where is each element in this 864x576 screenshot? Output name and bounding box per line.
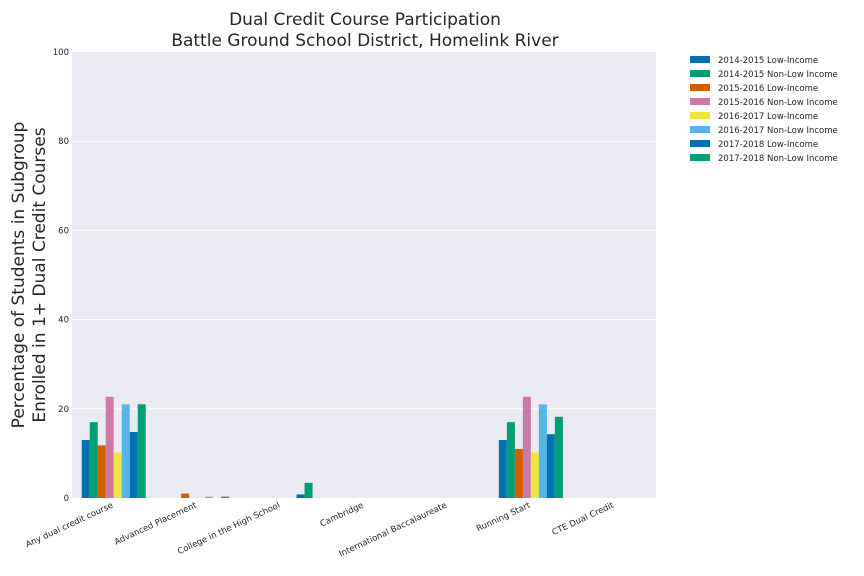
bar [538, 404, 547, 498]
legend-swatch [690, 84, 710, 91]
y-tick-label: 80 [58, 137, 69, 147]
bar [554, 416, 563, 498]
legend-label: 2017-2018 Non-Low Income [718, 154, 838, 164]
bar [506, 422, 515, 498]
legend-swatch [690, 56, 710, 63]
legend-label: 2015-2016 Non-Low Income [718, 98, 838, 108]
gridlines [72, 140, 656, 410]
bar [81, 440, 90, 498]
bar [113, 452, 122, 498]
bar [89, 422, 98, 498]
y-axis-label-line1: Percentage of Students in Subgroup [9, 122, 29, 429]
legend-swatch [690, 70, 710, 77]
plot-area [72, 52, 656, 498]
legend-swatch [690, 126, 710, 133]
bar [296, 494, 305, 498]
y-tick-label: 0 [64, 494, 69, 504]
bar [121, 404, 130, 498]
y-tick-labels: 0 20 40 60 80 100 [53, 48, 69, 504]
legend-label: 2014-2015 Non-Low Income [718, 70, 838, 80]
legend-swatch [690, 154, 710, 161]
bar [205, 496, 214, 498]
y-tick-label: 100 [53, 48, 69, 58]
bar [304, 482, 313, 498]
x-tick-label: Cambridge [319, 501, 366, 530]
chart-title-line1: Dual Credit Course Participation [229, 10, 501, 30]
legend-label: 2016-2017 Low-Income [718, 112, 818, 122]
x-tick-label: Running Start [475, 500, 533, 534]
bar [97, 445, 106, 498]
bar [137, 404, 146, 498]
bars [81, 396, 563, 498]
x-tick-label: Any dual credit course [24, 501, 115, 550]
chart-title-line2: Battle Ground School District, Homelink … [171, 31, 558, 51]
bar [498, 440, 507, 498]
bar [221, 496, 230, 498]
legend-label: 2017-2018 Low-Income [718, 140, 818, 150]
y-axis-label-line2: Enrolled in 1+ Dual Credit Courses [30, 127, 50, 422]
bar [129, 431, 138, 498]
x-tick-label: CTE Dual Credit [551, 500, 617, 538]
y-tick-label: 40 [58, 316, 69, 326]
legend-label: 2014-2015 Low-Income [718, 56, 818, 66]
y-tick-label: 60 [58, 226, 69, 236]
legend-label: 2015-2016 Low-Income [718, 84, 818, 94]
bar [522, 396, 531, 498]
bar [181, 493, 190, 498]
legend-swatch [690, 140, 710, 147]
x-tick-label: Advanced Placement [113, 500, 199, 547]
legend: 2014-2015 Low-Income 2014-2015 Non-Low In… [690, 56, 838, 164]
y-tick-label: 20 [58, 405, 69, 415]
bar [546, 434, 555, 498]
bar [105, 396, 114, 498]
bar [514, 448, 523, 498]
legend-label: 2016-2017 Non-Low Income [718, 126, 838, 136]
legend-swatch [690, 98, 710, 105]
legend-swatch [690, 112, 710, 119]
bar [530, 452, 539, 498]
